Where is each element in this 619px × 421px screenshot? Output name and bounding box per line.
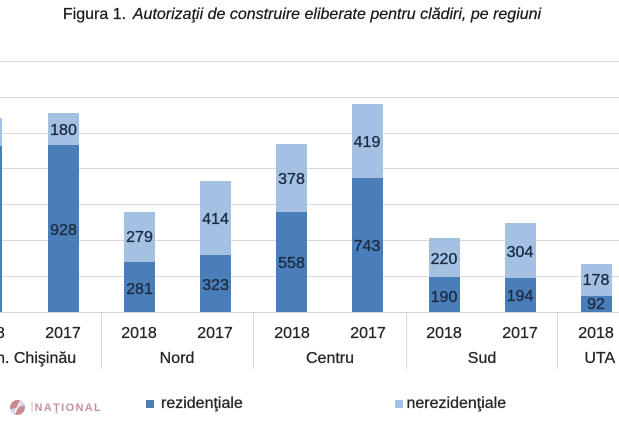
svg-text:NAŢIONAL: NAŢIONAL <box>35 402 103 414</box>
svg-text:ZIARUL: ZIARUL <box>30 401 34 412</box>
